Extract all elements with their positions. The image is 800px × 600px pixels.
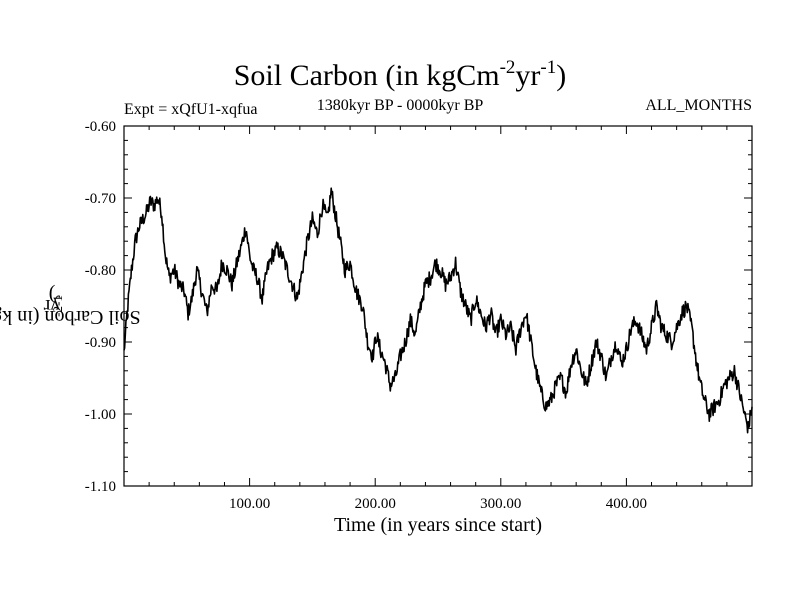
y-tick-label: -1.00 xyxy=(85,407,116,423)
chart-title: Soil Carbon (in kgCm-2yr-1) xyxy=(233,57,567,92)
y-tick-label: -0.90 xyxy=(85,335,116,351)
x-axis-label: Time (in years since start) xyxy=(333,514,543,536)
x-tick-label: 400.00 xyxy=(606,496,647,512)
y-tick-label: -0.70 xyxy=(85,191,116,207)
y-tick-label: -0.60 xyxy=(85,119,116,135)
plot-frame xyxy=(123,125,753,487)
months-label: ALL_MONTHS xyxy=(645,97,752,114)
y-tick-label: -1.10 xyxy=(85,479,116,495)
x-tick-label: 100.00 xyxy=(229,496,270,512)
experiment-label: Expt = xQfU1-xqfua xyxy=(124,101,258,118)
x-tick-label: 200.00 xyxy=(355,496,396,512)
series-line xyxy=(123,187,753,434)
x-tick-label: 300.00 xyxy=(480,496,521,512)
y-tick-label: -0.80 xyxy=(85,263,116,279)
period-label: 1380kyr BP - 0000kyr BP xyxy=(316,97,484,114)
